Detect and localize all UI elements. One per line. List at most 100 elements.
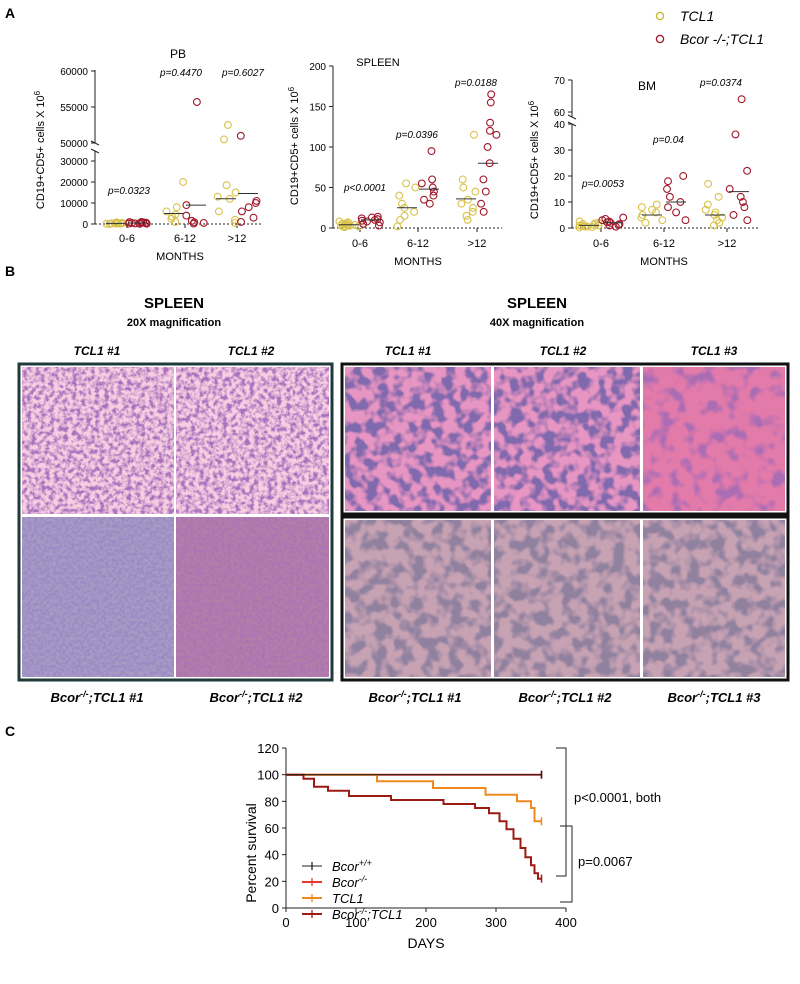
histo-label-right-bottom-3-post: ;TCL1 #3 (706, 690, 762, 705)
data-point (420, 195, 428, 204)
pvalue-pb-0: p=0.0323 (107, 186, 150, 197)
points-pb (102, 98, 261, 228)
pvalue-spleen-1: p=0.0396 (395, 130, 438, 141)
data-point (486, 98, 495, 107)
data-point (704, 179, 713, 188)
legend-marker-tcl1 (655, 11, 665, 21)
data-point (425, 199, 434, 208)
histo-label-left-bottom-1-sup: -/- (80, 689, 89, 699)
annotation-p-tcl1-text: p=0.0067 (578, 854, 633, 869)
data-point (718, 213, 727, 222)
data-point (411, 183, 420, 192)
histo-label-right-bottom-2-post: ;TCL1 #2 (557, 690, 613, 705)
survival-legend-label-sup: -/- (359, 874, 368, 884)
survival-x-ticks: 0 100 200 300 400 (282, 908, 577, 930)
data-point (187, 216, 196, 225)
y-ticks-bm: 0 10 20 30 40 60 70 (554, 76, 572, 235)
histo-label-left-bottom-1-pre: Bcor (50, 690, 81, 705)
y-tick-label-spleen: 200 (309, 62, 326, 73)
survival-y-tick-label: 20 (265, 874, 279, 889)
legend-marker-bcor-tcl1 (655, 34, 665, 44)
data-point (665, 192, 674, 201)
pvalue-spleen-2-text: p=0.0188 (454, 78, 497, 89)
histology-image-40x-bcor-2 (494, 520, 640, 677)
panel-b-left-subtitle: 20X magnification (127, 317, 221, 329)
histo-label-left-top-2: TCL1 #2 (228, 344, 275, 358)
pvalue-pb-0-text: p=0.0323 (107, 186, 150, 197)
data-point (477, 199, 486, 208)
scatter-bm: BM CD19+CD5+ cells X 106 0 10 20 30 40 6… (527, 76, 760, 268)
y-tick-label-pb: 60000 (60, 67, 88, 78)
x-tick-label-pb: 0-6 (119, 233, 135, 245)
annotation-p-tcl1: p=0.0067 (578, 854, 633, 869)
x-axis-label-pb: MONTHS (156, 251, 204, 263)
data-point (249, 213, 258, 222)
data-point (237, 207, 246, 216)
y-axis-break-bm-1 (567, 114, 577, 120)
histo-label-left-top-1: TCL1 #1 (74, 344, 121, 358)
data-point (652, 208, 660, 217)
panel-b-headers: SPLEEN 20X magnification SPLEEN 40X magn… (127, 295, 584, 329)
data-point (481, 187, 490, 196)
data-point (468, 207, 477, 216)
pvalue-spleen-1-text: p=0.0396 (395, 130, 438, 141)
histology-image-20x-tcl1-1 (22, 367, 174, 514)
data-point (410, 207, 419, 216)
survival-x-axis-label: DAYS (407, 935, 444, 951)
histo-label-left-bottom-2-pre: Bcor (209, 690, 240, 705)
data-point (457, 199, 466, 208)
data-point (483, 143, 492, 151)
survival-y-ticks: 0 20 40 60 80 100 120 (257, 741, 286, 916)
data-point (367, 213, 376, 222)
survival-legend-label-pre: Bcor (332, 859, 359, 874)
y-tick-label-spleen: 100 (309, 143, 326, 154)
panel-b-right-subtitle: 40X magnification (490, 317, 584, 329)
histology-40x-frame-bottom (340, 515, 790, 682)
histo-label-left-bottom-1-post: ;TCL1 #1 (89, 690, 144, 705)
scatter-pb: PB CD19+CD5+ cells X 106 0 10000 20000 3… (33, 47, 264, 263)
y-tick-label-pb: 20000 (60, 178, 88, 189)
panel-b-right-title: SPLEEN (507, 295, 567, 312)
data-point (743, 166, 752, 175)
pvalue-spleen-2: p=0.0188 (454, 78, 497, 89)
pvalue-spleen-0: p<0.0001 (343, 183, 386, 194)
pvalue-pb-1: p=0.4470 (159, 68, 202, 79)
data-point (428, 175, 437, 184)
histo-label-left-bottom-1: Bcor-/-;TCL1 #1 (50, 689, 143, 705)
data-point (396, 215, 405, 224)
data-point (220, 135, 228, 144)
data-point (125, 218, 134, 227)
data-point (492, 130, 501, 139)
bracket-tcl1 (560, 825, 573, 903)
histology-image-20x-tcl1-2 (176, 367, 329, 514)
pvalue-bm-0-text: p=0.0053 (581, 179, 624, 190)
data-point (664, 177, 672, 186)
survival-x-tick-label: 400 (555, 915, 577, 930)
histology-40x-frame-top (340, 362, 790, 516)
data-point (583, 222, 592, 231)
survival-legend-label: Bcor-/- (332, 874, 367, 890)
x-tick-label-spleen: >12 (468, 238, 487, 250)
data-point (463, 195, 472, 204)
points-spleen (335, 90, 501, 232)
data-point (471, 187, 480, 196)
pvalue-bm-1-text: p=0.04 (652, 135, 684, 146)
data-point (740, 203, 749, 212)
survival-x-tick-label: 300 (485, 915, 507, 930)
data-point (736, 192, 745, 201)
data-point (400, 211, 409, 220)
survival-legend-label-pre: Bcor (332, 907, 359, 922)
x-axis-label-bm: MONTHS (640, 256, 688, 268)
x-tick-label-spleen: 0-6 (352, 238, 368, 250)
data-point (214, 207, 223, 216)
data-point (479, 207, 488, 216)
histo-label-right-bottom-1-sup: -/- (398, 689, 407, 699)
data-point (398, 199, 406, 208)
pvalue-spleen-0-text: p<0.0001 (343, 183, 386, 194)
survival-legend-label: Bcor-/-;TCL1 (332, 906, 403, 922)
x-tick-label-bm: 6-12 (653, 238, 675, 250)
survival-legend-label-sup: +/+ (359, 858, 372, 868)
data-point (223, 121, 232, 129)
legend-label-bcor-tcl1: Bcor -/-;TCL1 (680, 31, 764, 47)
data-point (619, 213, 628, 222)
